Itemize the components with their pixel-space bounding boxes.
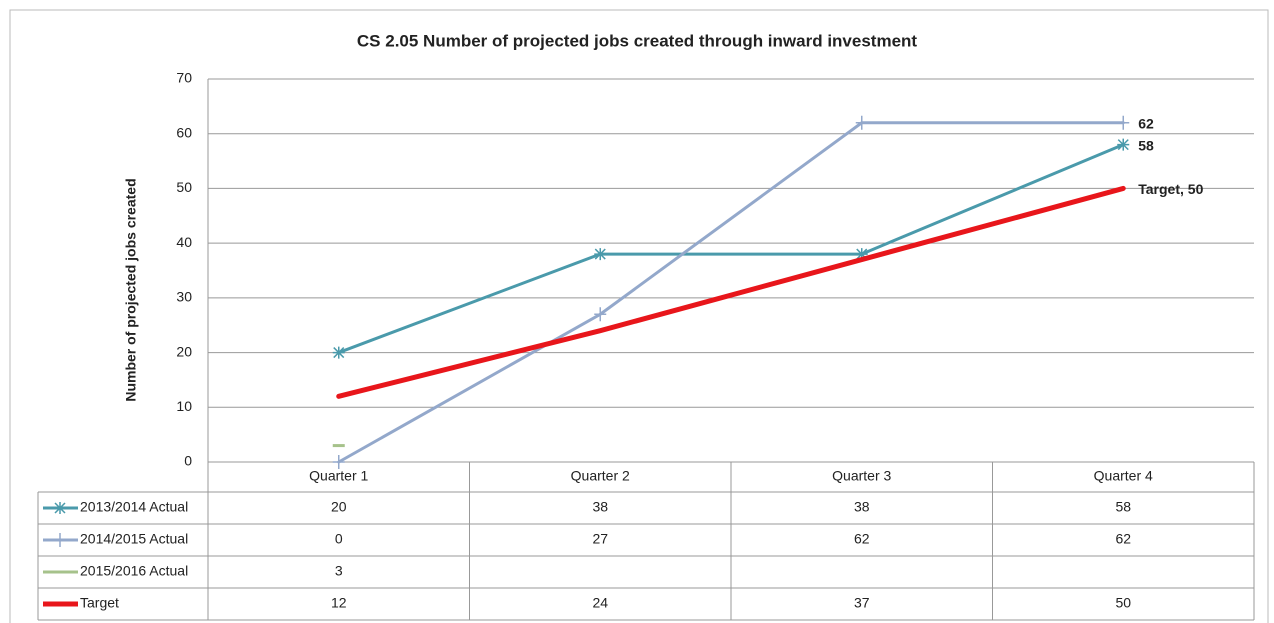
table-value: 24 — [592, 595, 608, 611]
legend-label: 2015/2016 Actual — [80, 563, 188, 579]
marker — [1117, 115, 1130, 130]
table-value: 12 — [331, 595, 347, 611]
y-axis-label: Number of projected jobs created — [123, 178, 139, 401]
x-tick-label: Quarter 3 — [832, 468, 891, 484]
marker — [855, 248, 868, 261]
marker — [54, 533, 66, 547]
y-tick-label: 20 — [176, 343, 192, 359]
table-value: 3 — [335, 563, 343, 579]
marker — [855, 115, 868, 130]
table-value: 20 — [331, 499, 347, 515]
marker — [1117, 138, 1130, 151]
marker — [332, 455, 345, 469]
table-value: 0 — [335, 531, 343, 547]
x-tick-label: Quarter 4 — [1094, 468, 1153, 484]
marker — [54, 502, 66, 514]
data-label: Target, 50 — [1138, 181, 1203, 197]
marker — [594, 307, 607, 322]
legend-label: 2013/2014 Actual — [80, 499, 188, 515]
data-label: 62 — [1138, 115, 1154, 131]
marker — [332, 346, 345, 359]
table-value: 37 — [854, 595, 870, 611]
data-label: 58 — [1138, 137, 1154, 153]
legend-label: Target — [80, 595, 119, 611]
table-value: 62 — [854, 531, 870, 547]
y-tick-label: 70 — [176, 70, 192, 86]
table-value: 38 — [854, 499, 870, 515]
y-tick-label: 40 — [176, 234, 192, 250]
y-tick-label: 50 — [176, 179, 192, 195]
x-tick-label: Quarter 2 — [571, 468, 630, 484]
y-tick-label: 10 — [176, 398, 192, 414]
series-line — [336, 185, 1126, 399]
series-line — [337, 121, 1125, 464]
legend-label: 2014/2015 Actual — [80, 531, 188, 547]
table-value: 38 — [592, 499, 608, 515]
y-tick-label: 0 — [184, 453, 192, 469]
series-line — [337, 143, 1125, 355]
chart-title: CS 2.05 Number of projected jobs created… — [357, 31, 918, 50]
table-value: 27 — [592, 531, 608, 547]
x-tick-label: Quarter 1 — [309, 468, 368, 484]
table-value: 50 — [1115, 595, 1131, 611]
y-tick-label: 30 — [176, 289, 192, 305]
y-tick-label: 60 — [176, 124, 192, 140]
chart-frame — [9, 9, 1269, 623]
table-value: 58 — [1115, 499, 1131, 515]
marker — [594, 248, 607, 261]
table-value: 62 — [1115, 531, 1131, 547]
